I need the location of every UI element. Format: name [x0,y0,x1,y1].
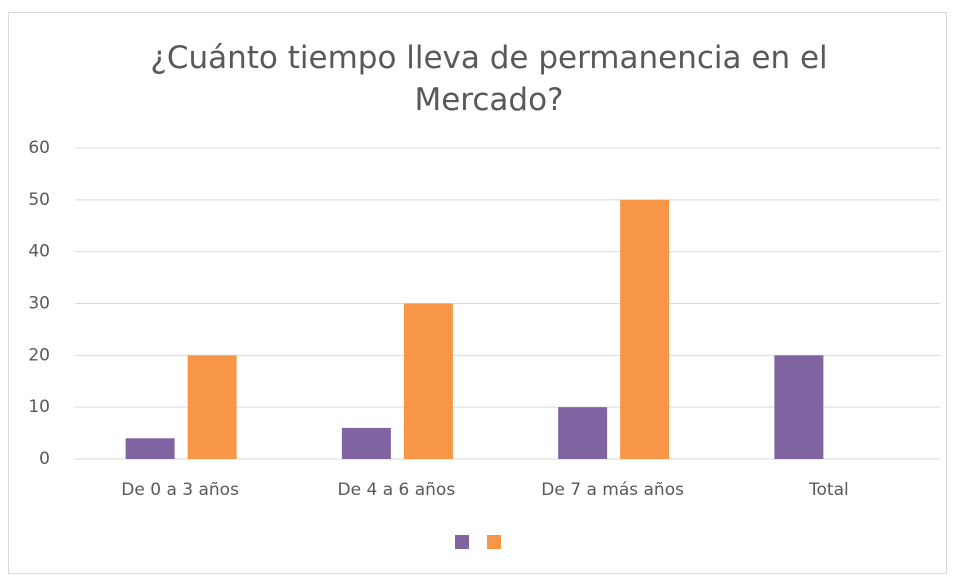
bar [187,355,237,459]
y-tick-label: 20 [28,345,50,365]
x-tick-label: De 7 a más años [541,480,684,500]
bar [341,427,391,459]
bar [774,355,824,459]
x-tick-label: De 0 a 3 años [121,480,239,500]
bar [403,303,453,459]
y-tick-label: 0 [39,449,50,469]
legend-swatch [455,535,469,549]
bar [620,199,670,460]
chart-frame [8,12,947,574]
y-tick-label: 40 [28,242,50,262]
x-tick-label: De 4 a 6 años [338,480,456,500]
y-tick-label: 10 [28,397,50,417]
y-tick-label: 30 [28,294,50,314]
x-tick-label: Total [808,480,849,500]
chart-title: ¿Cuánto tiempo lleva de permanencia en e… [150,40,828,118]
legend-swatch [487,535,501,549]
bar [558,407,608,459]
bar [125,438,175,459]
y-tick-label: 60 [28,138,50,158]
y-tick-label: 50 [28,190,50,210]
